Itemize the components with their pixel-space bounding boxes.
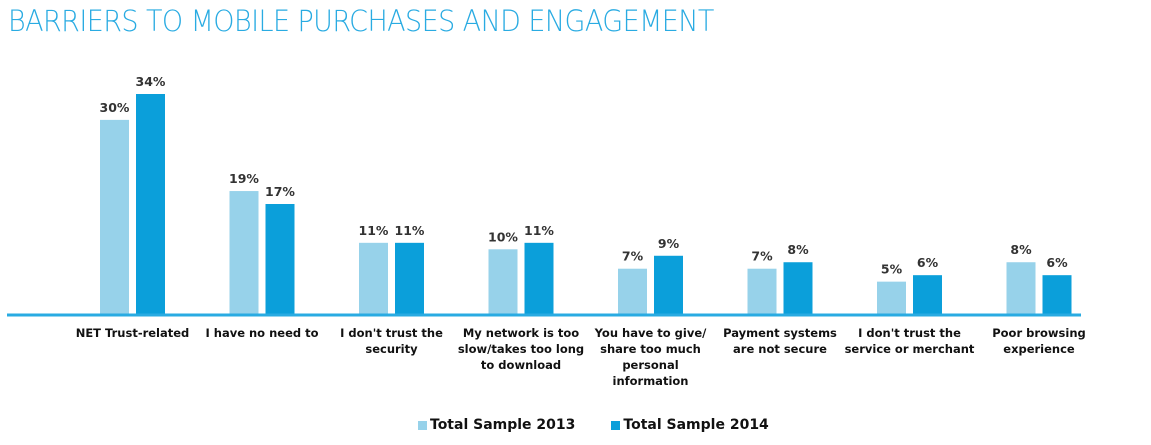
data-label-2013-6: 5% bbox=[881, 262, 903, 277]
legend-swatch-2014 bbox=[611, 420, 621, 430]
data-label-2014-6: 6% bbox=[917, 255, 939, 270]
data-label-2013-5: 7% bbox=[751, 249, 773, 264]
bar-2013-5 bbox=[747, 268, 777, 314]
bar-2013-3 bbox=[488, 249, 518, 314]
data-label-2014-1: 17% bbox=[265, 184, 295, 199]
data-label-2013-3: 10% bbox=[488, 229, 518, 244]
data-label-2013-2: 11% bbox=[359, 223, 389, 238]
bar-2013-0 bbox=[100, 119, 129, 314]
bar-2014-2 bbox=[395, 242, 424, 314]
category-label-7: Poor browsing experience bbox=[992, 326, 1086, 356]
bar-2014-5 bbox=[783, 262, 813, 314]
data-label-2014-5: 8% bbox=[787, 242, 809, 257]
bar-2013-6 bbox=[877, 281, 906, 314]
bar-2014-4 bbox=[654, 255, 683, 314]
bar-2014-1 bbox=[265, 204, 295, 314]
category-label-0: NET Trust-related bbox=[76, 326, 190, 340]
bar-2014-3 bbox=[524, 242, 554, 314]
data-label-2014-0: 34% bbox=[136, 74, 166, 89]
data-label-2014-3: 11% bbox=[524, 223, 554, 238]
data-label-2013-4: 7% bbox=[622, 249, 644, 264]
bar-2013-7 bbox=[1006, 262, 1036, 314]
category-label-6: I don't trust the service or merchant bbox=[845, 326, 975, 356]
data-label-2013-7: 8% bbox=[1010, 242, 1032, 257]
legend-swatch-2013 bbox=[418, 420, 427, 430]
legend: Total Sample 2013 Total Sample 2014 bbox=[418, 417, 769, 433]
category-label-1: I have no need to bbox=[205, 326, 318, 340]
data-label-2013-0: 30% bbox=[100, 100, 130, 115]
bar-2013-1 bbox=[229, 191, 259, 314]
legend-label-2013: Total Sample 2013 bbox=[430, 417, 576, 433]
data-label-2014-7: 6% bbox=[1046, 255, 1068, 270]
bar-2014-0 bbox=[136, 94, 165, 314]
legend-item-2014: Total Sample 2014 bbox=[611, 417, 769, 433]
category-label-4: You have to give/share too much personal i… bbox=[594, 326, 707, 388]
data-label-2014-2: 11% bbox=[395, 223, 425, 238]
chart-title: BARRIERS TO MOBILE PURCHASES AND ENGAGEM… bbox=[8, 4, 714, 38]
data-label-2013-1: 19% bbox=[229, 171, 259, 186]
bar-2013-4 bbox=[618, 268, 647, 314]
bar-2013-2 bbox=[359, 242, 388, 314]
category-label-3: My network is too slow/takes too long to d… bbox=[458, 326, 584, 372]
bar-2014-6 bbox=[913, 275, 942, 314]
data-label-2014-4: 9% bbox=[658, 236, 680, 251]
bar-2014-7 bbox=[1042, 275, 1072, 314]
legend-label-2014: Total Sample 2014 bbox=[623, 417, 769, 433]
category-label-5: Payment systems are not secure bbox=[723, 326, 837, 356]
category-label-2: I don't trust the security bbox=[340, 326, 443, 356]
legend-item-2013: Total Sample 2013 bbox=[418, 417, 575, 433]
